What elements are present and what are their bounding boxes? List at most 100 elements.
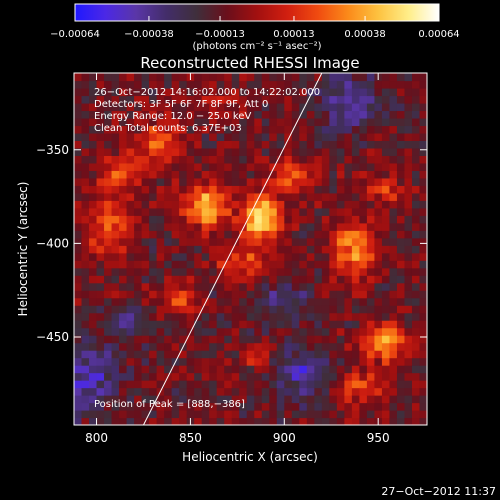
heatmap-cell [111, 192, 120, 201]
heatmap-cell [141, 222, 150, 231]
heatmap-cell [344, 372, 353, 381]
heatmap-cell [254, 350, 263, 359]
heatmap-cell [299, 222, 308, 231]
heatmap-cell [336, 365, 345, 374]
heatmap-cell [344, 192, 353, 201]
heatmap-cell [396, 275, 406, 284]
heatmap-cell [164, 417, 173, 425]
heatmap-cell [396, 110, 406, 119]
heatmap-cell [276, 417, 285, 425]
heatmap-cell [381, 170, 391, 179]
heatmap-cell [171, 110, 180, 119]
heatmap-cell [389, 252, 398, 261]
heatmap-cell [381, 275, 391, 284]
heatmap-cell [201, 207, 210, 216]
heatmap-cell [224, 230, 233, 239]
heatmap-cell [186, 410, 195, 419]
heatmap-cell [96, 342, 105, 351]
heatmap-cell [126, 110, 135, 119]
heatmap-cell [231, 95, 240, 104]
heatmap-cell [261, 125, 270, 134]
heatmap-cell [134, 312, 143, 321]
heatmap-cell [389, 267, 398, 276]
heatmap-cell [194, 327, 203, 336]
heatmap-cell [344, 222, 353, 231]
heatmap-cell [119, 312, 128, 321]
heatmap-cell [231, 372, 240, 381]
heatmap-cell [164, 87, 173, 97]
heatmap-cell [179, 282, 188, 291]
heatmap-cell [381, 147, 391, 156]
heatmap-cell [81, 365, 90, 374]
heatmap-cell [96, 350, 105, 359]
heatmap-cell [134, 372, 143, 381]
heatmap-cell [186, 102, 195, 112]
heatmap-cell [126, 320, 135, 329]
heatmap-cell [344, 80, 353, 89]
heatmap-cell [344, 327, 353, 336]
annotation-energy-range: Energy Range: 12.0 − 25.0 keV [94, 111, 251, 122]
heatmap-cell [344, 245, 353, 254]
heatmap-cell [284, 80, 293, 89]
heatmap-cell [96, 87, 105, 97]
heatmap-cell [104, 110, 113, 119]
heatmap-cell [156, 245, 165, 254]
heatmap-cell [126, 387, 135, 396]
heatmap-cell [374, 162, 383, 171]
heatmap-cell [419, 297, 427, 306]
heatmap-cell [119, 410, 128, 419]
heatmap-cell [404, 387, 413, 396]
heatmap-cell [201, 87, 210, 97]
plot-area: 800 850 900 950−350−400−450 [36, 72, 428, 445]
heatmap-cell [149, 357, 158, 366]
heatmap-cell [126, 73, 135, 82]
heatmap-cell [141, 117, 150, 127]
heatmap-cell [374, 200, 383, 209]
heatmap-cell [374, 102, 383, 112]
heatmap-cell [156, 365, 165, 374]
heatmap-cell [276, 395, 285, 404]
heatmap-cell [96, 275, 105, 284]
heatmap-cell [366, 372, 376, 381]
heatmap-cell [411, 305, 421, 314]
heatmap-cell [261, 260, 270, 269]
heatmap-cell [126, 147, 135, 156]
heatmap-cell [284, 170, 293, 179]
heatmap-cell [321, 140, 330, 149]
heatmap-cell [344, 125, 353, 134]
heatmap-cell [336, 410, 345, 419]
heatmap-cell [171, 87, 180, 97]
heatmap-cell [96, 132, 105, 141]
heatmap-cell [126, 125, 135, 134]
heatmap-cell [284, 417, 293, 425]
heatmap-cell [254, 207, 263, 216]
heatmap-cell [404, 320, 413, 329]
heatmap-cell [419, 312, 427, 321]
heatmap-cell [81, 110, 90, 119]
heatmap-cell [194, 252, 203, 261]
heatmap-cell [134, 395, 143, 404]
heatmap-cell [396, 237, 406, 246]
heatmap-cell [119, 357, 128, 366]
heatmap-cell [201, 275, 210, 284]
heatmap-cell [119, 305, 128, 314]
heatmap-cell [314, 387, 323, 396]
heatmap-cell [239, 267, 248, 276]
heatmap-cell [231, 282, 240, 291]
heatmap-cell [201, 305, 210, 314]
heatmap-cell [366, 87, 376, 97]
heatmap-cell [111, 267, 120, 276]
heatmap-cell [89, 357, 98, 366]
heatmap-cell [194, 162, 203, 171]
heatmap-cell [179, 402, 188, 411]
heatmap-cell [74, 230, 83, 239]
heatmap-cell [96, 215, 105, 224]
heatmap-cell [74, 260, 83, 269]
heatmap-cell [74, 222, 83, 231]
heatmap-cell [314, 275, 323, 284]
heatmap-cell [224, 282, 233, 291]
heatmap-cell [141, 327, 150, 336]
heatmap-cell [336, 222, 345, 231]
heatmap-cell [74, 297, 83, 306]
heatmap-cell [201, 155, 210, 164]
